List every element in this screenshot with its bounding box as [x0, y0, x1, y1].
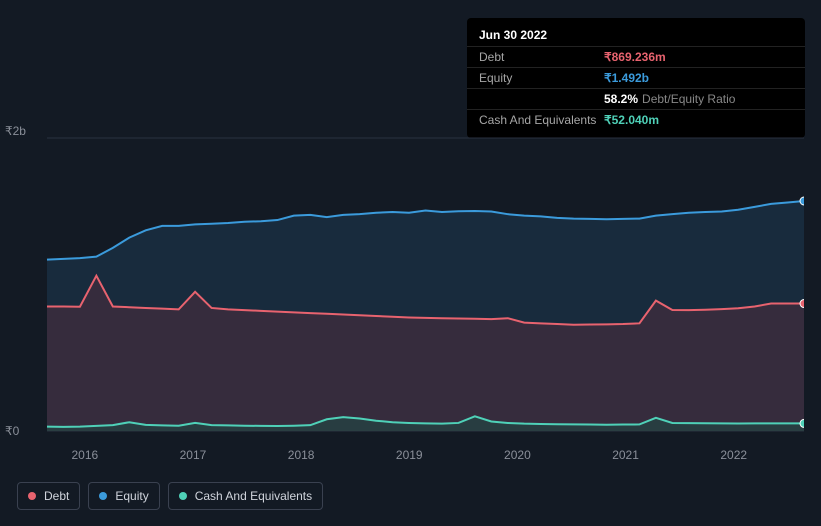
legend-item-equity[interactable]: Equity — [88, 482, 159, 510]
tooltip-label: Equity — [479, 71, 604, 85]
end-marker — [800, 419, 804, 427]
tooltip-row: Equity₹1.492b — [467, 67, 805, 88]
x-tick: 2017 — [180, 448, 207, 462]
x-tick: 2020 — [504, 448, 531, 462]
legend-item-cash-and-equivalents[interactable]: Cash And Equivalents — [168, 482, 323, 510]
legend-dot-icon — [179, 492, 187, 500]
x-tick: 2019 — [396, 448, 423, 462]
legend-label: Debt — [44, 489, 69, 503]
tooltip-row: Debt₹869.236m — [467, 46, 805, 67]
chart-area — [17, 120, 804, 465]
x-axis: 2016 2017 2018 2019 2020 2021 2022 — [17, 448, 804, 468]
tooltip-row: 58.2% Debt/Equity Ratio — [467, 88, 805, 109]
tooltip-date: Jun 30 2022 — [467, 26, 805, 46]
legend: Debt Equity Cash And Equivalents — [17, 482, 323, 510]
legend-dot-icon — [28, 492, 36, 500]
x-tick: 2016 — [71, 448, 98, 462]
x-tick: 2021 — [612, 448, 639, 462]
tooltip-value: 58.2% — [604, 92, 638, 106]
legend-label: Cash And Equivalents — [195, 489, 312, 503]
tooltip-value: ₹1.492b — [604, 71, 649, 85]
legend-label: Equity — [115, 489, 148, 503]
area-chart — [17, 120, 804, 445]
tooltip-subtext: Debt/Equity Ratio — [642, 92, 735, 106]
legend-item-debt[interactable]: Debt — [17, 482, 80, 510]
x-tick: 2022 — [720, 448, 747, 462]
tooltip-label: Debt — [479, 50, 604, 64]
end-marker — [800, 300, 804, 308]
end-marker — [800, 197, 804, 205]
x-tick: 2018 — [288, 448, 315, 462]
legend-dot-icon — [99, 492, 107, 500]
tooltip-label — [479, 92, 604, 106]
tooltip-value: ₹869.236m — [604, 50, 666, 64]
